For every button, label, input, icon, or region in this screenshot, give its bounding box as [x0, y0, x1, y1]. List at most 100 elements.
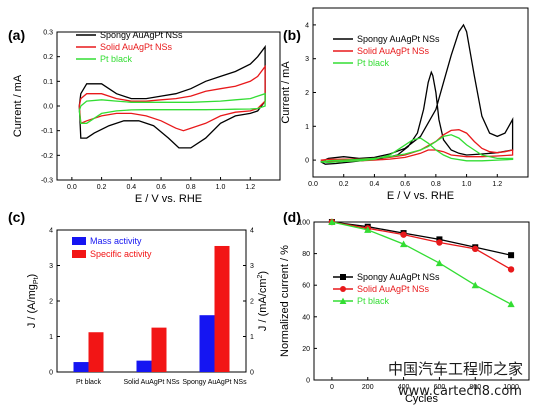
y-tick-label: 1 — [305, 124, 309, 131]
series-line-solid-auagpt-nss — [78, 64, 266, 132]
legend-label-pt-black: Pt black — [357, 58, 390, 68]
y-tick-label: 60 — [302, 283, 310, 290]
x-tick-label: 0.6 — [400, 181, 410, 188]
x-tick-label: 600 — [434, 384, 446, 391]
data-point-solid-auagpt-nss — [400, 231, 407, 238]
legend-label-specific-activity: Specific activity — [90, 249, 152, 259]
y-tick-label: 2 — [305, 90, 309, 97]
panel-label: (d) — [283, 209, 301, 225]
y-axis-label-left: J / (A/mgPt) — [26, 274, 40, 328]
x-tick-label: 0.0 — [67, 184, 77, 191]
data-point-pt-black — [507, 300, 515, 308]
x-tick-label: 1.2 — [492, 181, 502, 188]
y-tick-label-left: 0 — [49, 370, 53, 377]
data-point-solid-auagpt-nss — [507, 266, 515, 273]
data-point-pt-black — [328, 218, 336, 225]
bar-specific-activity — [88, 332, 104, 372]
x-tick-label: 1.0 — [462, 181, 472, 188]
x-tick-label: 0.8 — [431, 181, 441, 188]
y-axis-label: Normalized current / % — [279, 245, 291, 357]
bar-mass-activity — [73, 362, 89, 372]
data-point-spongy-auagpt-nss — [508, 252, 515, 259]
x-tick-label: 0 — [330, 384, 334, 391]
watermark: 中国汽车工程师之家 www.cartech8.com — [388, 360, 523, 399]
y-tick-label: 4 — [305, 22, 309, 29]
x-tick-label: 0.6 — [156, 184, 166, 191]
x-tick-label: 0.8 — [186, 184, 196, 191]
watermark-line2: www.cartech8.com — [398, 384, 522, 399]
y-tick-label: 0.2 — [43, 54, 53, 61]
y-axis-label-right: J / (mA/cm2) — [257, 271, 269, 331]
y-tick-label: -0.2 — [41, 153, 53, 160]
data-point-pt-black — [471, 281, 479, 289]
category-label: Spongy AuAgPt NSs — [182, 379, 247, 386]
legend-swatch-specific-activity — [72, 250, 86, 258]
data-point-pt-black — [399, 240, 408, 248]
y-tick-label-right: 4 — [250, 228, 254, 235]
y-tick-label-right: 0 — [250, 370, 254, 377]
series-line-pt-black — [78, 92, 266, 124]
y-axis-label: Current / mA — [280, 61, 292, 124]
x-tick-label: 1.0 — [216, 184, 226, 191]
watermark-line1: 中国汽车工程师之家 — [388, 360, 523, 378]
y-tick-label: -0.3 — [41, 178, 53, 185]
x-tick-label: 1.2 — [245, 184, 255, 191]
legend-label-solid-auagpt-nss: Solid AuAgPt NSs — [100, 42, 173, 52]
x-tick-label: 200 — [362, 384, 374, 391]
y-tick-label: 0 — [305, 158, 309, 165]
x-tick-label: 0.4 — [370, 181, 380, 188]
legend-label-pt-black: Pt black — [357, 296, 390, 306]
y-tick-label-left: 1 — [49, 334, 53, 341]
bar-specific-activity — [151, 327, 167, 372]
y-tick-label: 0.3 — [43, 30, 53, 37]
y-tick-label-left: 4 — [49, 228, 53, 235]
data-point-pt-black — [435, 259, 444, 267]
data-point-solid-auagpt-nss — [472, 245, 479, 253]
y-tick-label: 20 — [302, 346, 310, 353]
legend-label-mass-activity: Mass activity — [90, 236, 142, 246]
y-tick-label: 80 — [302, 251, 310, 258]
x-tick-label: 800 — [469, 384, 481, 391]
y-tick-label-right: 1 — [250, 334, 254, 341]
legend-marker — [340, 286, 346, 292]
y-tick-label: 40 — [302, 314, 310, 321]
legend-label-solid-auagpt-nss: Solid AuAgPt NSs — [357, 284, 430, 294]
panel-label: (a) — [8, 27, 25, 43]
plot-frame — [56, 31, 281, 181]
y-tick-label: 3 — [305, 56, 309, 63]
legend-label-pt-black: Pt black — [100, 54, 133, 64]
y-tick-label-right: 2 — [250, 299, 254, 306]
y-axis-label: Current / mA — [12, 74, 24, 137]
y-tick-label-left: 2 — [49, 299, 53, 306]
series-line-solid-auagpt-nss — [331, 221, 512, 270]
panel-d: 0 200 400 600 800 1000 0 20 40 60 80 100 Cycles Norma… — [279, 209, 530, 405]
category-label: Solid AuAgPt NSs — [123, 379, 180, 386]
legend-marker — [339, 297, 347, 304]
panel-a: 0.0 0.2 0.4 0.6 0.8 1.0 1.2 -0.3 -0.2 -0.1 0.0 0.1 0… — [8, 27, 281, 205]
y-tick-label: 0.1 — [43, 79, 53, 86]
series-line-pt-black — [331, 221, 512, 305]
x-axis-label: E / V vs. RHE — [135, 193, 202, 205]
x-axis-label: Cycles — [405, 393, 439, 405]
y-tick-label: -0.1 — [41, 128, 53, 135]
legend-label-solid-auagpt-nss: Solid AuAgPt NSs — [357, 46, 430, 56]
x-tick-label: 0.0 — [308, 181, 318, 188]
x-tick-label: 1000 — [503, 384, 519, 391]
x-tick-label: 0.2 — [339, 181, 349, 188]
panel-b: 0.0 0.2 0.4 0.6 0.8 1.0 1.2 0 1 2 3 4 E / V vs. RHE C… — [280, 7, 529, 202]
data-point-solid-auagpt-nss — [436, 239, 443, 246]
category-label: Pt black — [76, 379, 101, 386]
x-axis-label: E / V vs. RHE — [387, 190, 454, 202]
series-line-pt-black — [320, 134, 514, 164]
legend-label-spongy-auagpt-nss: Spongy AuAgPt NSs — [100, 30, 183, 40]
x-tick-label: 0.2 — [97, 184, 107, 191]
y-tick-label-left: 3 — [49, 263, 53, 270]
legend-label-spongy-auagpt-nss: Spongy AuAgPt NSs — [357, 272, 440, 282]
y-tick-label-right: 3 — [250, 263, 254, 270]
panel-c: 0 1 2 3 4 0 1 2 3 4 J / (A/mgPt) J / (mA/cm2) Pt bla… — [8, 209, 269, 386]
x-tick-label: 0.4 — [126, 184, 136, 191]
panel-label: (b) — [283, 27, 301, 43]
series-line-solid-auagpt-nss — [320, 129, 514, 163]
series-line-spongy-auagpt-nss — [331, 221, 512, 256]
